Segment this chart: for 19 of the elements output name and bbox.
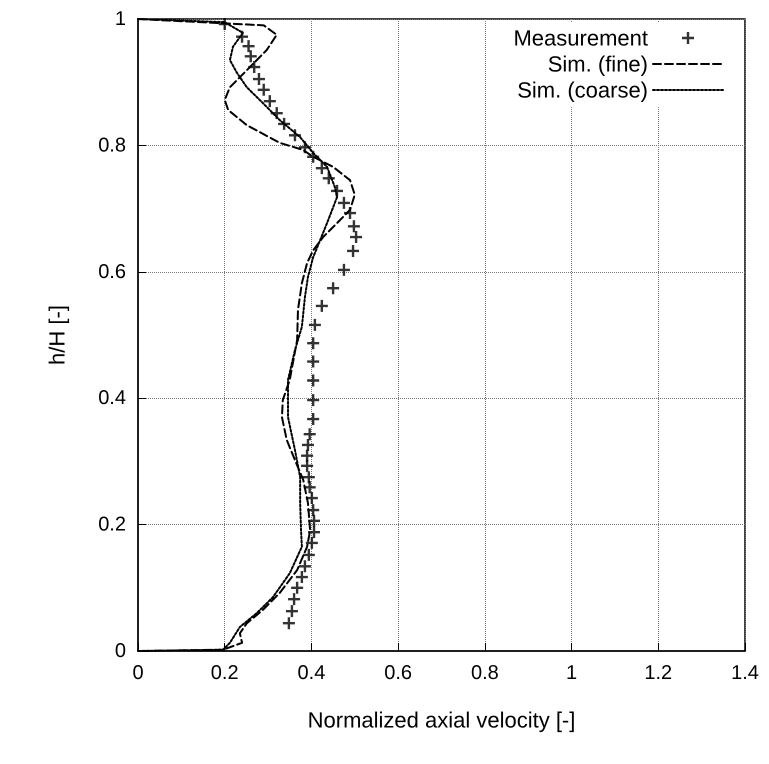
y-tick-label: 0.6 <box>98 260 126 283</box>
x-tick-label: 1.2 <box>644 662 672 684</box>
x-tick-label: 1.4 <box>731 662 759 684</box>
y-tick-label: 0.8 <box>98 134 126 156</box>
y-tick-label: 0.4 <box>98 387 126 410</box>
x-tick-label: 0.4 <box>298 662 326 684</box>
x-tick-label: 0.2 <box>210 662 239 684</box>
x-tick-label: 0 <box>132 662 144 684</box>
legend-label: Measurement <box>513 26 648 50</box>
y-axis-title: h/H [-] <box>44 305 70 365</box>
y-tick-label: 1 <box>114 8 126 30</box>
x-axis-title: Normalized axial velocity [-] <box>308 708 576 732</box>
y-tick-label: 0 <box>114 640 126 662</box>
x-tick-label: 0.6 <box>384 662 412 684</box>
x-tick-label: 0.8 <box>470 662 499 684</box>
x-tick-label: 1 <box>566 662 578 684</box>
legend-label: Sim. (fine) <box>548 52 648 76</box>
legend-label: Sim. (coarse) <box>517 78 648 102</box>
y-tick-label: 0.2 <box>98 514 126 536</box>
